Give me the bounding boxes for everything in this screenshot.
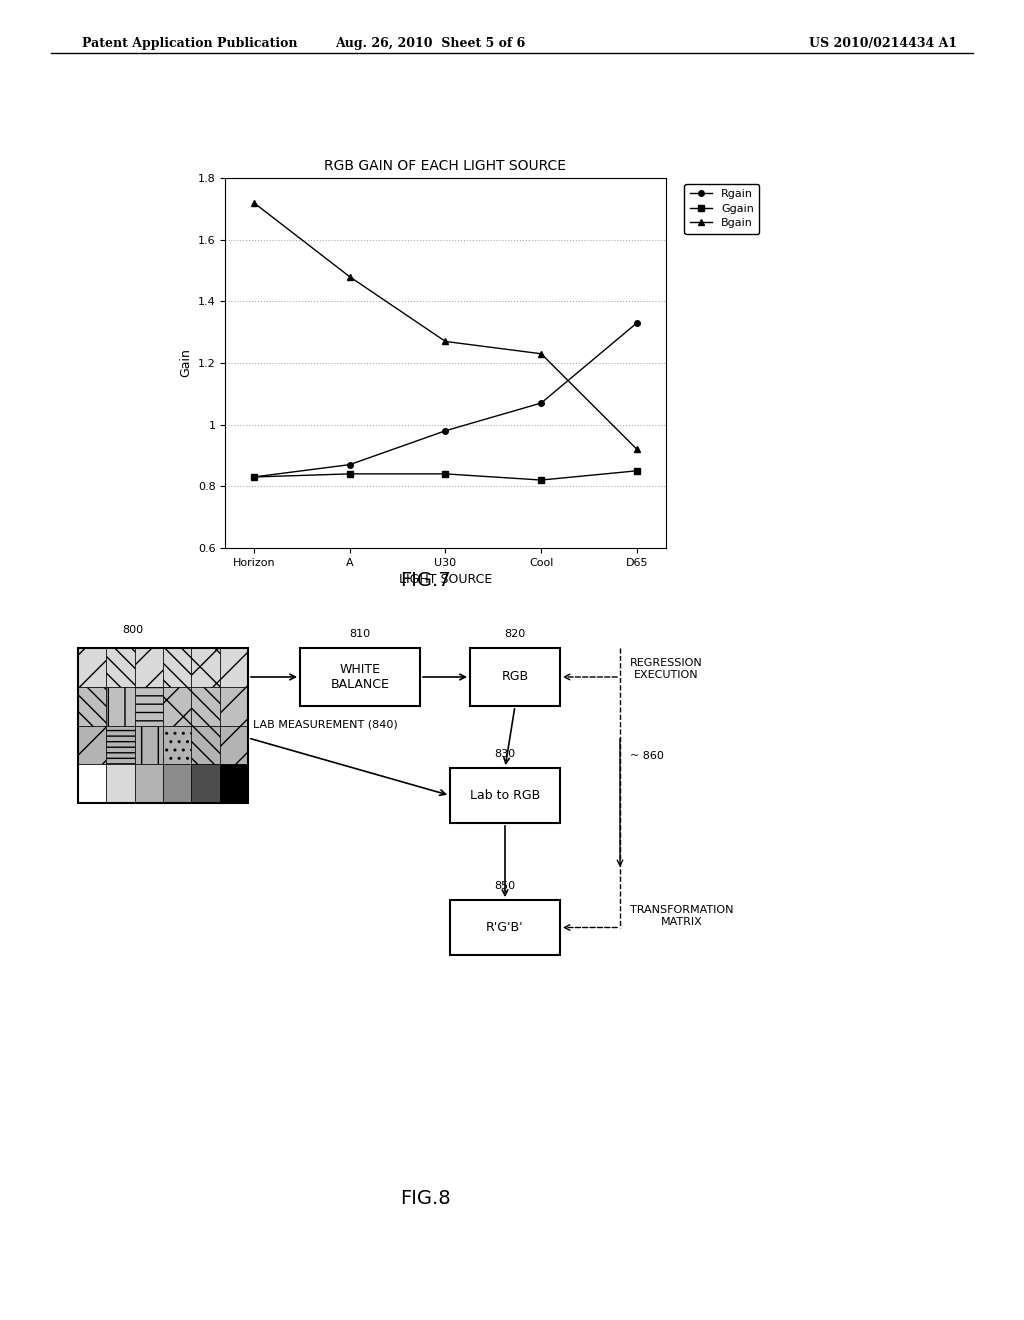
Text: R'G'B': R'G'B' <box>486 921 524 935</box>
Legend: Rgain, Ggain, Bgain: Rgain, Ggain, Bgain <box>684 183 760 234</box>
Text: US 2010/0214434 A1: US 2010/0214434 A1 <box>809 37 957 50</box>
Text: TRANSFORMATION
MATRIX: TRANSFORMATION MATRIX <box>630 906 733 927</box>
Y-axis label: Gain: Gain <box>179 348 193 378</box>
Bar <box>470 648 560 706</box>
Bar <box>220 686 248 726</box>
Line: Rgain: Rgain <box>251 321 640 479</box>
Ggain <box>631 463 643 479</box>
Bar <box>191 648 220 686</box>
Bar <box>220 726 248 764</box>
Text: 810: 810 <box>349 630 371 639</box>
Text: 830: 830 <box>495 748 515 759</box>
Ggain <box>535 473 547 488</box>
Rgain <box>631 315 643 331</box>
Rgain <box>344 457 356 473</box>
Bar <box>106 764 135 803</box>
Text: LAB MEASUREMENT (840): LAB MEASUREMENT (840) <box>253 719 397 730</box>
Bar <box>220 648 248 686</box>
Bar <box>106 686 135 726</box>
Bar <box>191 764 220 803</box>
Text: 800: 800 <box>123 624 143 635</box>
Bar <box>163 686 191 726</box>
Bar <box>78 686 106 726</box>
Bar <box>450 900 560 954</box>
Text: WHITE
BALANCE: WHITE BALANCE <box>331 663 389 690</box>
Bar <box>163 764 191 803</box>
Bar <box>135 686 163 726</box>
Text: RGB: RGB <box>502 671 528 684</box>
Rgain <box>439 422 452 438</box>
Bar <box>191 726 220 764</box>
Bar <box>220 764 248 803</box>
Ggain <box>439 466 452 482</box>
Bgain <box>631 441 643 457</box>
Text: Lab to RGB: Lab to RGB <box>470 789 540 803</box>
Bgain <box>344 269 356 285</box>
Bar <box>106 648 135 686</box>
Text: Aug. 26, 2010  Sheet 5 of 6: Aug. 26, 2010 Sheet 5 of 6 <box>335 37 525 50</box>
Line: Bgain: Bgain <box>251 199 640 453</box>
Bar <box>163 648 191 686</box>
Bgain <box>439 334 452 350</box>
Ggain <box>248 469 260 484</box>
Bar <box>78 648 106 686</box>
Bar <box>135 648 163 686</box>
Bar <box>78 764 106 803</box>
Ggain <box>344 466 356 482</box>
Bar <box>78 648 248 803</box>
Bar <box>135 764 163 803</box>
Rgain <box>248 469 260 484</box>
X-axis label: LIGHT SOURCE: LIGHT SOURCE <box>398 573 493 586</box>
Text: FIG.8: FIG.8 <box>399 1189 451 1208</box>
Bar <box>163 726 191 764</box>
Bar <box>106 726 135 764</box>
Bar <box>135 726 163 764</box>
Bar <box>300 648 420 706</box>
Bgain <box>535 346 547 362</box>
Bar <box>450 768 560 822</box>
Text: REGRESSION
EXECUTION: REGRESSION EXECUTION <box>630 657 702 680</box>
Bar <box>78 726 106 764</box>
Text: ~ 860: ~ 860 <box>630 751 664 762</box>
Title: RGB GAIN OF EACH LIGHT SOURCE: RGB GAIN OF EACH LIGHT SOURCE <box>325 158 566 173</box>
Text: 850: 850 <box>495 880 515 891</box>
Line: Ggain: Ggain <box>251 469 640 483</box>
Text: 820: 820 <box>505 630 525 639</box>
Rgain <box>535 395 547 411</box>
Bgain <box>248 195 260 211</box>
Bar <box>191 686 220 726</box>
Text: FIG.7: FIG.7 <box>399 572 451 590</box>
Text: Patent Application Publication: Patent Application Publication <box>82 37 297 50</box>
